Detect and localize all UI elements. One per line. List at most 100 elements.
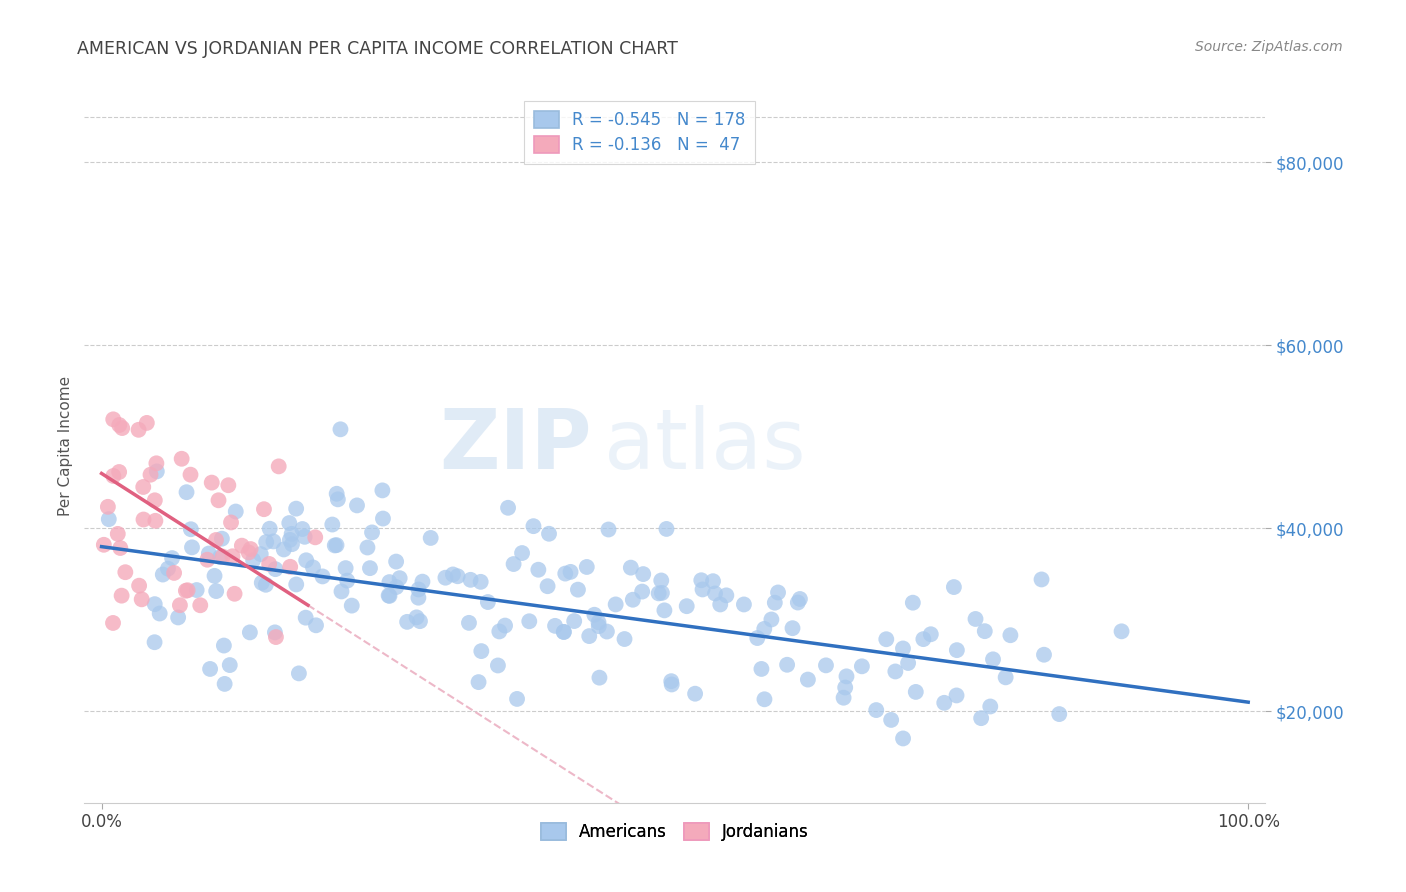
Point <box>553 624 575 639</box>
Point <box>108 465 131 479</box>
Point <box>754 622 776 636</box>
Point <box>273 542 295 557</box>
Point <box>553 624 575 639</box>
Point <box>560 565 582 579</box>
Point <box>179 467 201 482</box>
Point <box>311 569 333 583</box>
Point <box>467 675 489 690</box>
Point <box>143 597 166 611</box>
Point <box>904 685 927 699</box>
Point <box>702 574 724 589</box>
Point <box>655 522 678 536</box>
Point <box>285 577 308 591</box>
Point <box>340 599 363 613</box>
Point <box>214 677 236 691</box>
Point <box>994 670 1017 684</box>
Point <box>588 615 610 630</box>
Point <box>209 550 232 565</box>
Point <box>218 658 240 673</box>
Point <box>242 553 264 567</box>
Point <box>346 499 368 513</box>
Point <box>477 595 499 609</box>
Point <box>378 575 401 590</box>
Point <box>321 517 343 532</box>
Point <box>239 542 262 557</box>
Point <box>211 532 233 546</box>
Point <box>536 579 558 593</box>
Point <box>288 666 311 681</box>
Point <box>103 469 125 483</box>
Point <box>875 632 897 647</box>
Point <box>143 493 166 508</box>
Point <box>262 534 284 549</box>
Point <box>146 464 169 478</box>
Point <box>408 591 430 605</box>
Point <box>176 583 198 598</box>
Point <box>264 562 287 576</box>
Point <box>460 573 482 587</box>
Point <box>631 567 654 582</box>
Point <box>1111 624 1133 639</box>
Point <box>305 618 328 632</box>
Point <box>598 523 620 537</box>
Point <box>588 619 610 633</box>
Point <box>186 582 208 597</box>
Point <box>409 614 432 628</box>
Point <box>97 500 120 514</box>
Point <box>754 692 776 706</box>
Point <box>207 493 229 508</box>
Point <box>323 538 346 552</box>
Point <box>145 456 167 470</box>
Point <box>408 582 430 597</box>
Point <box>378 589 401 603</box>
Point <box>716 588 738 602</box>
Point <box>128 423 150 437</box>
Point <box>371 483 394 498</box>
Point <box>647 586 669 600</box>
Point <box>411 574 433 589</box>
Point <box>169 599 191 613</box>
Point <box>356 541 378 555</box>
Point <box>167 610 190 624</box>
Point <box>110 589 132 603</box>
Point <box>981 652 1004 666</box>
Point <box>329 422 352 436</box>
Point <box>596 624 619 639</box>
Point <box>103 412 125 426</box>
Point <box>1031 573 1053 587</box>
Point <box>330 584 353 599</box>
Point <box>891 641 914 656</box>
Point <box>522 519 544 533</box>
Point <box>163 566 186 580</box>
Point <box>419 531 441 545</box>
Text: Source: ZipAtlas.com: Source: ZipAtlas.com <box>1195 40 1343 54</box>
Text: atlas: atlas <box>605 406 806 486</box>
Point <box>544 619 567 633</box>
Point <box>766 585 789 599</box>
Point <box>198 662 221 676</box>
Point <box>970 711 993 725</box>
Point <box>336 574 359 588</box>
Point <box>751 662 773 676</box>
Point <box>325 538 347 552</box>
Point <box>188 599 211 613</box>
Point <box>946 643 969 657</box>
Point <box>761 612 783 626</box>
Point <box>621 592 644 607</box>
Point <box>253 502 276 516</box>
Point <box>659 674 682 689</box>
Point <box>945 689 967 703</box>
Point <box>901 596 924 610</box>
Point <box>434 571 457 585</box>
Point <box>212 639 235 653</box>
Point <box>326 492 349 507</box>
Point <box>486 658 509 673</box>
Point <box>488 624 510 639</box>
Point <box>295 553 318 567</box>
Point <box>174 583 197 598</box>
Point <box>851 659 873 673</box>
Point <box>979 699 1001 714</box>
Point <box>335 561 357 575</box>
Point <box>692 582 714 597</box>
Point <box>651 586 673 600</box>
